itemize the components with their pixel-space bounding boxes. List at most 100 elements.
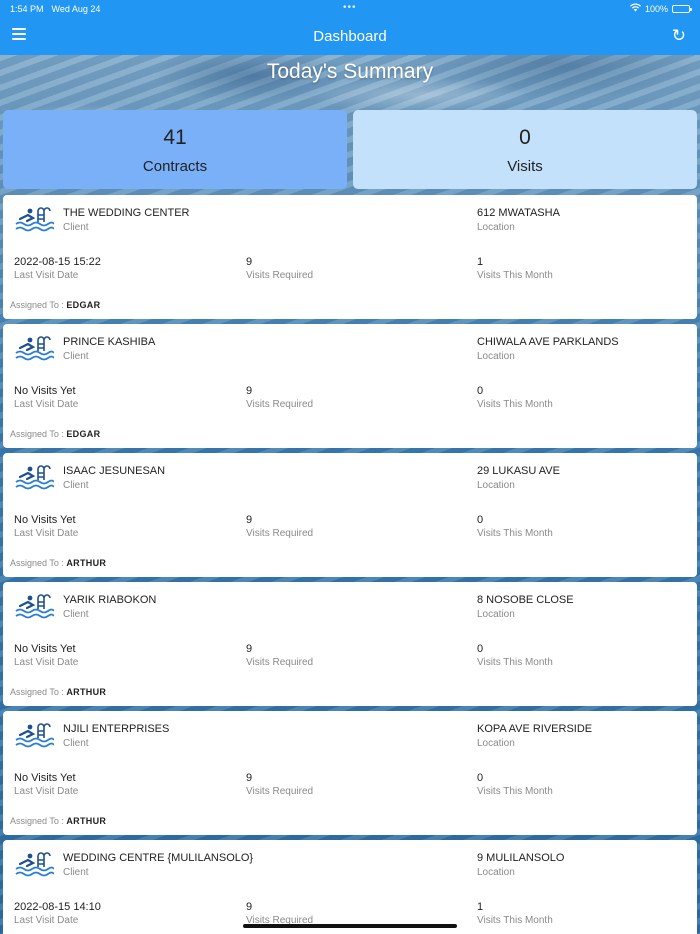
location-name: 8 NOSOBE CLOSE xyxy=(477,594,574,606)
status-bar: 1:54 PM Wed Aug 24 ••• 100% xyxy=(0,0,700,18)
page-title: Dashboard xyxy=(313,28,387,45)
battery-icon xyxy=(672,5,692,13)
assigned-to-label: Assigned To : xyxy=(10,558,67,568)
location-label: Location xyxy=(477,867,515,878)
last-visit-date-label: Last Visit Date xyxy=(14,786,79,797)
last-visit-date-value: 2022-08-15 14:10 xyxy=(14,901,101,913)
contract-card[interactable]: YARIK RIABOKON Client 8 NOSOBE CLOSE Loc… xyxy=(3,582,697,706)
contract-card[interactable]: THE WEDDING CENTER Client 612 MWATASHA L… xyxy=(3,195,697,319)
location-label: Location xyxy=(477,351,515,362)
contract-card[interactable]: PRINCE KASHIBA Client CHIWALA AVE PARKLA… xyxy=(3,324,697,448)
client-name: NJILI ENTERPRISES xyxy=(63,723,170,735)
pool-swimmer-icon xyxy=(14,465,55,491)
last-visit-date-label: Last Visit Date xyxy=(14,270,79,281)
assigned-to-label: Assigned To : xyxy=(10,300,67,310)
assigned-to: Assigned To : ARTHUR xyxy=(10,687,106,697)
refresh-icon[interactable]: ↻ xyxy=(671,26,686,45)
assigned-to-label: Assigned To : xyxy=(10,429,67,439)
contracts-label: Contracts xyxy=(142,158,208,175)
contract-list: THE WEDDING CENTER Client 612 MWATASHA L… xyxy=(3,195,697,934)
assigned-to-name: ARTHUR xyxy=(66,558,107,568)
client-name: WEDDING CENTRE {MULILANSOLO} xyxy=(63,852,254,864)
client-label: Client xyxy=(63,480,89,491)
location-name: CHIWALA AVE PARKLANDS xyxy=(477,336,619,348)
client-name: YARIK RIABOKON xyxy=(63,594,157,606)
location-label: Location xyxy=(477,609,515,620)
pool-swimmer-icon xyxy=(14,207,55,233)
pool-swimmer-icon xyxy=(14,723,55,749)
visits-count: 0 xyxy=(519,126,531,149)
status-time: 1:54 PM xyxy=(10,4,44,14)
last-visit-date-value: 2022-08-15 15:22 xyxy=(14,256,101,268)
visits-required-value: 9 xyxy=(246,385,253,397)
visits-summary-tile[interactable]: 0 Visits xyxy=(353,110,697,189)
wifi-icon xyxy=(629,3,641,15)
client-label: Client xyxy=(63,222,89,233)
location-name: 29 LUKASU AVE xyxy=(477,465,560,477)
location-label: Location xyxy=(477,222,515,233)
visits-this-month-value: 0 xyxy=(477,385,484,397)
assigned-to-name: ARTHUR xyxy=(66,687,107,697)
visits-required-value: 9 xyxy=(246,514,253,526)
contracts-summary-tile[interactable]: 41 Contracts xyxy=(3,110,347,189)
last-visit-date-value: No Visits Yet xyxy=(14,772,76,784)
visits-required-value: 9 xyxy=(246,772,253,784)
assigned-to-label: Assigned To : xyxy=(10,687,67,697)
battery-percent: 100% xyxy=(644,4,668,14)
client-name: PRINCE KASHIBA xyxy=(63,336,156,348)
assigned-to-label: Assigned To : xyxy=(10,816,67,826)
client-label: Client xyxy=(63,867,89,878)
location-name: KOPA AVE RIVERSIDE xyxy=(477,723,593,735)
visits-this-month-label: Visits This Month xyxy=(477,528,553,539)
visits-this-month-value: 0 xyxy=(477,643,484,655)
assigned-to-name: EDGAR xyxy=(66,300,101,310)
last-visit-date-value: No Visits Yet xyxy=(14,514,76,526)
client-name: THE WEDDING CENTER xyxy=(63,207,190,219)
visits-this-month-label: Visits This Month xyxy=(477,657,553,668)
last-visit-date-label: Last Visit Date xyxy=(14,915,79,926)
contract-card[interactable]: NJILI ENTERPRISES Client KOPA AVE RIVERS… xyxy=(3,711,697,835)
summary-title: Today's Summary xyxy=(266,60,434,83)
visits-this-month-value: 0 xyxy=(477,772,484,784)
location-name: 612 MWATASHA xyxy=(477,207,560,219)
visits-required-value: 9 xyxy=(246,901,253,913)
assigned-to: Assigned To : EDGAR xyxy=(10,429,100,439)
assigned-to-name: ARTHUR xyxy=(66,816,107,826)
location-label: Location xyxy=(477,738,515,749)
last-visit-date-value: No Visits Yet xyxy=(14,643,76,655)
navigation-bar: Dashboard ↻ xyxy=(0,18,700,55)
visits-required-label: Visits Required xyxy=(246,270,314,281)
visits-this-month-value: 0 xyxy=(477,514,484,526)
contract-card[interactable]: WEDDING CENTRE {MULILANSOLO} Client 9 MU… xyxy=(3,840,697,934)
visits-required-label: Visits Required xyxy=(246,657,314,668)
menu-icon[interactable] xyxy=(12,28,26,42)
visits-required-label: Visits Required xyxy=(246,915,314,926)
contracts-count: 41 xyxy=(163,126,187,149)
pool-swimmer-icon xyxy=(14,336,55,362)
visits-required-label: Visits Required xyxy=(246,399,314,410)
visits-this-month-label: Visits This Month xyxy=(477,270,553,281)
client-name: ISAAC JESUNESAN xyxy=(63,465,166,477)
visits-this-month-label: Visits This Month xyxy=(477,786,553,797)
client-label: Client xyxy=(63,609,89,620)
pool-swimmer-icon xyxy=(14,852,55,878)
status-date: Wed Aug 24 xyxy=(51,4,101,14)
visits-this-month-value: 1 xyxy=(477,256,484,268)
client-label: Client xyxy=(63,738,89,749)
last-visit-date-label: Last Visit Date xyxy=(14,528,79,539)
assigned-to: Assigned To : ARTHUR xyxy=(10,816,106,826)
multitasking-dots[interactable]: ••• xyxy=(343,2,357,13)
last-visit-date-value: No Visits Yet xyxy=(14,385,76,397)
last-visit-date-label: Last Visit Date xyxy=(14,399,79,410)
visits-required-label: Visits Required xyxy=(246,786,314,797)
visits-required-value: 9 xyxy=(246,643,253,655)
home-indicator[interactable] xyxy=(243,924,457,928)
last-visit-date-label: Last Visit Date xyxy=(14,657,79,668)
contract-card[interactable]: ISAAC JESUNESAN Client 29 LUKASU AVE Loc… xyxy=(3,453,697,577)
visits-this-month-label: Visits This Month xyxy=(477,915,553,926)
visits-this-month-label: Visits This Month xyxy=(477,399,553,410)
assigned-to: Assigned To : ARTHUR xyxy=(10,558,106,568)
pool-swimmer-icon xyxy=(14,594,55,620)
location-name: 9 MULILANSOLO xyxy=(477,852,565,864)
assigned-to-name: EDGAR xyxy=(66,429,101,439)
